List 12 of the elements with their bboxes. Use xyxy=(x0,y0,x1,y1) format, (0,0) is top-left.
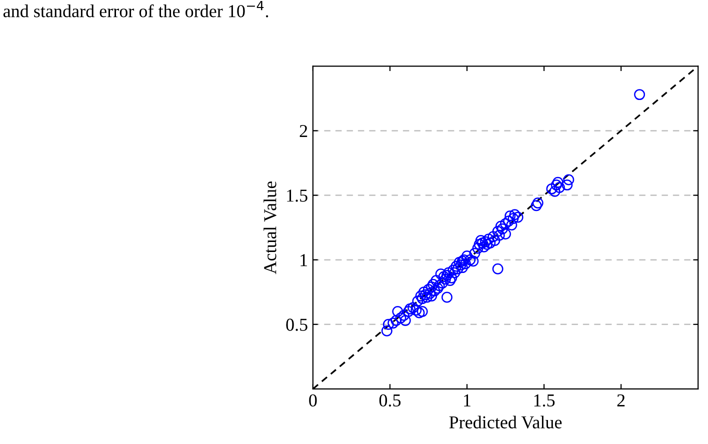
x-tick-label: 1 xyxy=(464,394,470,406)
y-axis-title: Actual Value xyxy=(264,181,276,274)
x-tick-label: 1.5 xyxy=(534,394,555,407)
x-axis-title: Predicted Value xyxy=(449,416,562,429)
text: and standard error of the order 10$^{−4}$. xyxy=(3,0,268,18)
y-tick-label: 0.5 xyxy=(286,318,308,331)
x-tick-label: 2 xyxy=(617,394,625,406)
y-tick-label: 1.5 xyxy=(287,190,308,202)
x-tick-label: 0 xyxy=(309,394,317,407)
x-tick-label: 0.5 xyxy=(379,394,401,407)
y-tick-label: 2 xyxy=(300,125,308,137)
y-tick-label: 1 xyxy=(300,254,307,266)
